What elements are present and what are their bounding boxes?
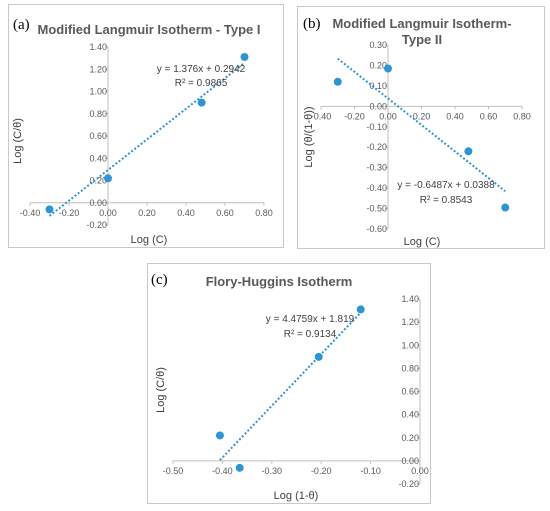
chart-title-line2: Type II [402, 32, 442, 47]
trendline-equation: y = 1.376x + 0.2942 [157, 64, 246, 75]
x-tick-label: -0.40 [311, 111, 332, 121]
y-tick-label: 0.00 [401, 456, 419, 466]
chart-panel-b: (b) Modified Langmuir Isotherm- Type II -0… [297, 6, 545, 249]
x-tick-label: -0.50 [163, 466, 184, 476]
trendline-equation: y = 4.4759x + 1.819 [266, 314, 355, 325]
y-tick-label: 0.40 [401, 410, 419, 420]
x-tick-label: -0.30 [262, 466, 283, 476]
y-tick-label: -0.30 [366, 163, 387, 173]
x-tick-label: 0.80 [255, 208, 273, 218]
panel-letter-b: (b) [303, 16, 321, 32]
chart-c-svg: Flory-Huggins Isotherm -0.50 -0.40 -0.30 -0.… [155, 274, 429, 502]
data-point [104, 174, 112, 183]
x-axis-label: Log (C) [404, 236, 441, 248]
trendline [48, 62, 246, 217]
x-tick-label: -0.20 [344, 111, 365, 121]
data-point [215, 431, 224, 440]
data-point [235, 463, 244, 472]
x-tick-label: -0.10 [360, 466, 381, 476]
y-tick-label: 1.20 [401, 317, 419, 327]
x-axis-label: Log (C) [131, 234, 168, 246]
data-point [356, 305, 365, 314]
x-tick-label: 0.60 [216, 208, 234, 218]
x-tick-label: -0.20 [311, 466, 332, 476]
chart-panel-a: (a) Modified Langmuir Isotherm - Type I -… [8, 4, 284, 248]
x-tick-label: 0.20 [413, 111, 431, 121]
y-tick-label: 1.00 [401, 340, 419, 350]
y-tick-label: 0.00 [369, 101, 387, 111]
y-tick-label: 1.20 [89, 64, 107, 74]
y-tick-label: 0.20 [401, 433, 419, 443]
chart-b-svg: Modified Langmuir Isotherm-Type II -0.40 -… [303, 16, 531, 248]
x-tick-label: 0.20 [138, 208, 156, 218]
x-tick-label: -0.40 [212, 466, 233, 476]
y-tick-label: 0.60 [401, 387, 419, 397]
y-tick-label: 0.80 [401, 363, 419, 373]
x-tick-label: 0.00 [411, 466, 429, 476]
data-point [333, 77, 342, 86]
chart-title: Modified Langmuir Isotherm- [332, 16, 511, 31]
y-tick-label: 0.20 [89, 176, 107, 186]
y-tick-label: 1.40 [89, 42, 107, 52]
data-point [384, 64, 392, 73]
y-tick-label: 0.40 [89, 153, 107, 163]
y-tick-label: -0.20 [398, 479, 419, 489]
chart-title: Flory-Huggins Isotherm [206, 274, 353, 289]
y-tick-label: -0.20 [86, 220, 107, 230]
trendline-equation: y = -0.6487x + 0.0388 [397, 180, 495, 191]
r-squared-label: R² = 0.9134 [284, 329, 337, 340]
data-point [464, 147, 473, 156]
chart-panel-c: (c) Flory-Huggins Isotherm -0.50 -0.40 -0.3… [147, 263, 431, 504]
panel-letter-c: (c) [151, 272, 168, 288]
y-tick-label: 0.00 [89, 198, 107, 208]
r-squared-label: R² = 0.8543 [420, 195, 473, 206]
data-point [197, 98, 206, 107]
trendline [337, 57, 506, 193]
x-tick-label: 0.40 [177, 208, 195, 218]
y-tick-label: 0.10 [369, 81, 387, 91]
y-tick-label: 0.80 [89, 109, 107, 119]
y-tick-label: -0.10 [366, 122, 387, 132]
chart-title: Modified Langmuir Isotherm - Type I [38, 22, 261, 37]
y-axis-label: Log (C/θ) [155, 367, 167, 413]
data-point [501, 203, 510, 212]
x-tick-label: -0.20 [59, 208, 80, 218]
y-tick-label: 0.30 [369, 40, 387, 50]
data-point [314, 352, 323, 361]
y-tick-label: -0.60 [366, 224, 387, 234]
trendline [219, 311, 362, 461]
r-squared-label: R² = 0.9865 [175, 78, 228, 89]
y-tick-label: 1.00 [89, 87, 107, 97]
y-tick-label: -0.40 [366, 183, 387, 193]
y-tick-label: -0.20 [366, 142, 387, 152]
x-tick-label: 0.60 [480, 111, 498, 121]
x-tick-label: 0.80 [513, 111, 531, 121]
x-axis-label: Log (1-θ) [274, 490, 319, 502]
data-point [240, 53, 249, 62]
y-tick-label: -0.50 [366, 204, 387, 214]
data-point [45, 205, 54, 214]
y-axis-label: Log (C/θ) [12, 118, 24, 164]
y-axis-label: Log (θ/(1-θ)) [303, 106, 315, 167]
x-tick-label: 0.00 [379, 111, 397, 121]
y-tick-label: 1.40 [401, 294, 419, 304]
panel-letter-a: (a) [13, 17, 30, 33]
x-tick-label: 0.40 [446, 111, 464, 121]
y-tick-label: 0.20 [369, 60, 387, 70]
x-tick-label: -0.40 [20, 208, 41, 218]
x-tick-label: 0.00 [99, 208, 117, 218]
y-tick-label: 0.60 [89, 131, 107, 141]
chart-a-svg: Modified Langmuir Isotherm - Type I -0.40… [12, 22, 273, 246]
